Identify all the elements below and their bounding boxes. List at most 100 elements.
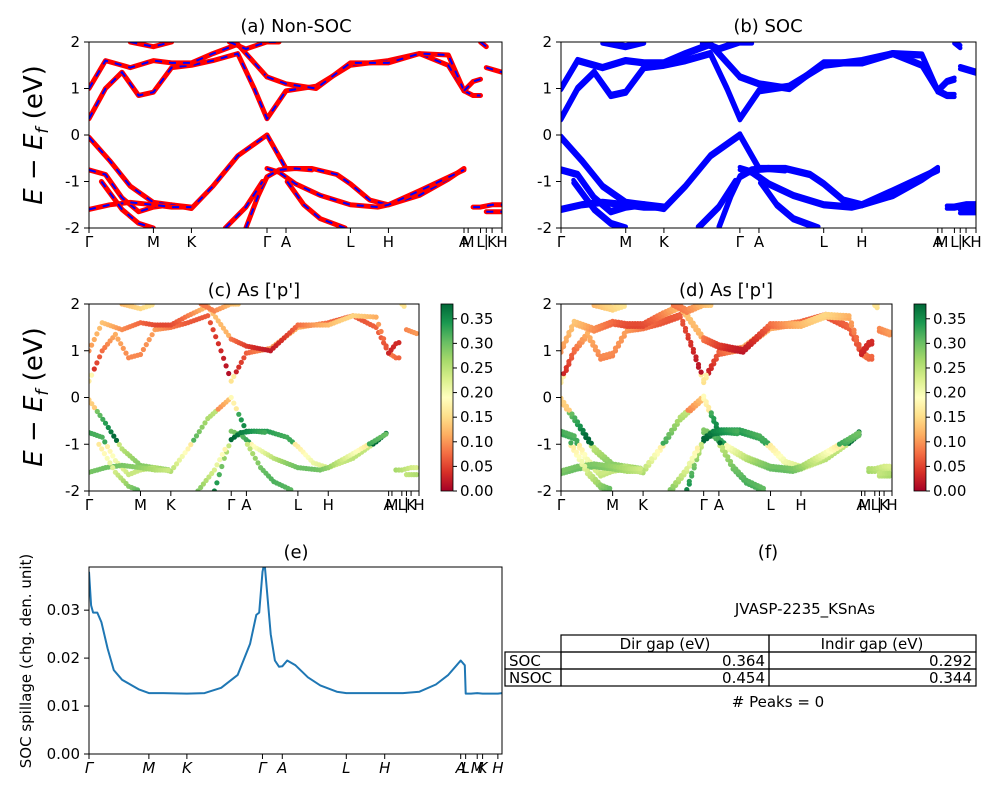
projection-point xyxy=(236,411,242,417)
projection-point xyxy=(708,363,714,369)
projection-point xyxy=(89,348,92,354)
projection-point xyxy=(563,403,570,409)
projection-point xyxy=(592,344,599,350)
projection-point xyxy=(383,343,389,349)
projection-point xyxy=(118,341,124,347)
projection-point xyxy=(89,378,92,384)
projection-point xyxy=(116,442,122,448)
projection-point xyxy=(621,330,627,336)
y-axis-label-e: E xyxy=(19,188,49,205)
projection-point xyxy=(215,318,221,324)
x-tick-label: M xyxy=(142,759,155,777)
projection-point xyxy=(94,408,100,415)
y-axis-label-top: E − Ef (eV) xyxy=(19,65,53,205)
projection-point xyxy=(583,432,589,438)
colorbar-tick-label: 0.30 xyxy=(460,334,493,352)
band-soc-18-0 xyxy=(957,66,976,76)
x-tick-label: M xyxy=(606,496,619,514)
projection-point xyxy=(94,360,100,366)
projection-point xyxy=(89,372,95,378)
x-tick-label: H xyxy=(886,496,897,514)
projection-point xyxy=(222,446,228,452)
projection-point xyxy=(171,465,177,471)
projection-point xyxy=(574,437,580,444)
x-tick-label: Γ xyxy=(85,496,94,514)
projection-point xyxy=(241,355,247,361)
band-nonsoc-dash-8 xyxy=(286,180,346,228)
x-tick-label: H xyxy=(379,759,390,777)
projection-point xyxy=(107,448,113,454)
projection-point xyxy=(149,332,155,338)
colorbar-tick-label: 0.15 xyxy=(933,408,966,426)
projection-point xyxy=(621,304,627,307)
projection-point xyxy=(607,485,613,491)
x-tick-label: Γ xyxy=(227,496,236,514)
projection-point xyxy=(727,458,734,465)
y-axis-label-unit: (eV) xyxy=(19,65,49,127)
band-soc-18-1 xyxy=(957,63,976,74)
x-tick-label: K xyxy=(166,496,177,514)
projection-point xyxy=(110,465,116,471)
band-soc-13-0 xyxy=(737,52,941,95)
projection-point xyxy=(595,349,601,355)
projection-point xyxy=(869,338,875,344)
projection-point xyxy=(660,440,666,446)
x-tick-label: A xyxy=(933,233,944,251)
projection-point xyxy=(182,450,188,456)
projection-point xyxy=(102,420,109,426)
projection-point xyxy=(91,336,97,343)
data-layer-a xyxy=(89,42,502,228)
x-tick-label: K xyxy=(879,496,890,514)
projection-point xyxy=(706,404,712,410)
x-tick-label: M xyxy=(858,496,871,514)
x-tick-label: L xyxy=(820,233,829,251)
projection-point xyxy=(176,457,182,463)
projection-point xyxy=(569,324,575,330)
projection-point xyxy=(376,321,382,327)
projection-point xyxy=(576,454,582,460)
projection-point xyxy=(94,331,100,337)
projection-point xyxy=(104,444,111,450)
x-tick-label: Γ xyxy=(85,233,94,251)
colorbar-tick-label: 0.25 xyxy=(460,359,493,377)
colorbar-c xyxy=(440,303,454,492)
projection-point xyxy=(610,350,616,356)
projection-point xyxy=(646,459,652,466)
x-tick-label: H xyxy=(856,233,867,251)
projection-point xyxy=(174,461,180,467)
projection-point xyxy=(566,358,572,365)
panel-b-title: (b) SOC xyxy=(733,16,802,37)
x-tick-label: A xyxy=(856,496,867,514)
band-soc-13-1 xyxy=(737,49,941,92)
projection-point xyxy=(671,423,678,429)
projection-point xyxy=(213,314,219,320)
panel-d-title: (d) As ['p'] xyxy=(679,280,773,301)
projection-point xyxy=(561,377,564,383)
x-tick-label: M xyxy=(134,496,147,514)
y-tick-label: 1 xyxy=(70,80,80,98)
x-tick-label: H xyxy=(323,496,334,514)
x-tick-label: Γ xyxy=(699,496,708,514)
band-soc-19-1 xyxy=(952,42,963,48)
projection-point xyxy=(198,484,204,491)
projection-point xyxy=(123,350,129,356)
projection-point xyxy=(717,440,723,446)
projection-point xyxy=(99,434,105,440)
projection-point xyxy=(692,450,698,456)
projection-point xyxy=(678,473,684,479)
y-axis-label-sub: f xyxy=(33,125,53,134)
projection-point xyxy=(203,477,209,484)
projection-point xyxy=(680,318,686,324)
projection-point xyxy=(255,460,261,466)
projection-point xyxy=(586,436,592,442)
y-axis-label-minus: − xyxy=(19,150,49,188)
projection-point xyxy=(223,329,229,335)
projection-point xyxy=(217,457,223,463)
plot-area-e: 0.000.010.020.03Γ M K Γ A L H AL MK H xyxy=(47,566,504,777)
y-tick-label: 2 xyxy=(542,295,552,313)
x-tick-label: Γ xyxy=(263,233,272,251)
projection-point xyxy=(579,458,585,465)
colorbar-tick-label: 0.10 xyxy=(460,433,493,451)
